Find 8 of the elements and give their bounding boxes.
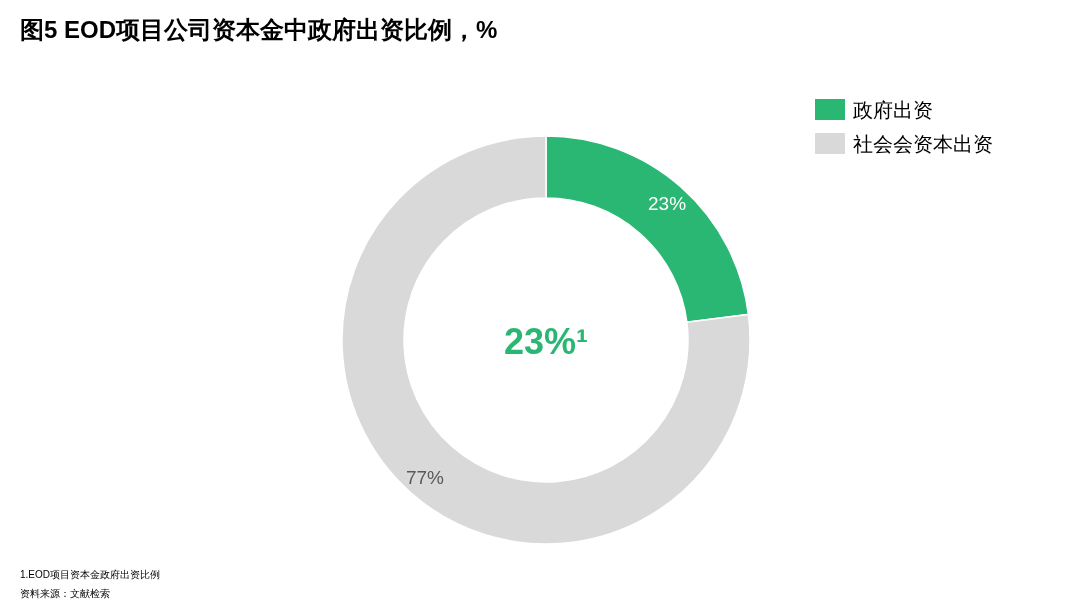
text: 23%¹ bbox=[503, 321, 589, 362]
legend-label: 社会会资本出资 bbox=[853, 132, 993, 156]
data-label: 23% bbox=[648, 192, 687, 214]
text: 1.EOD项目资本金政府出资比例 bbox=[20, 569, 161, 580]
chart-title: 图5 EOD项目公司资本金中政府出资比例，% bbox=[20, 16, 498, 43]
data-label: 77% bbox=[405, 467, 445, 489]
text: 资料来源：文献检索 bbox=[20, 588, 110, 599]
legend-label: 政府出资 bbox=[853, 98, 933, 122]
